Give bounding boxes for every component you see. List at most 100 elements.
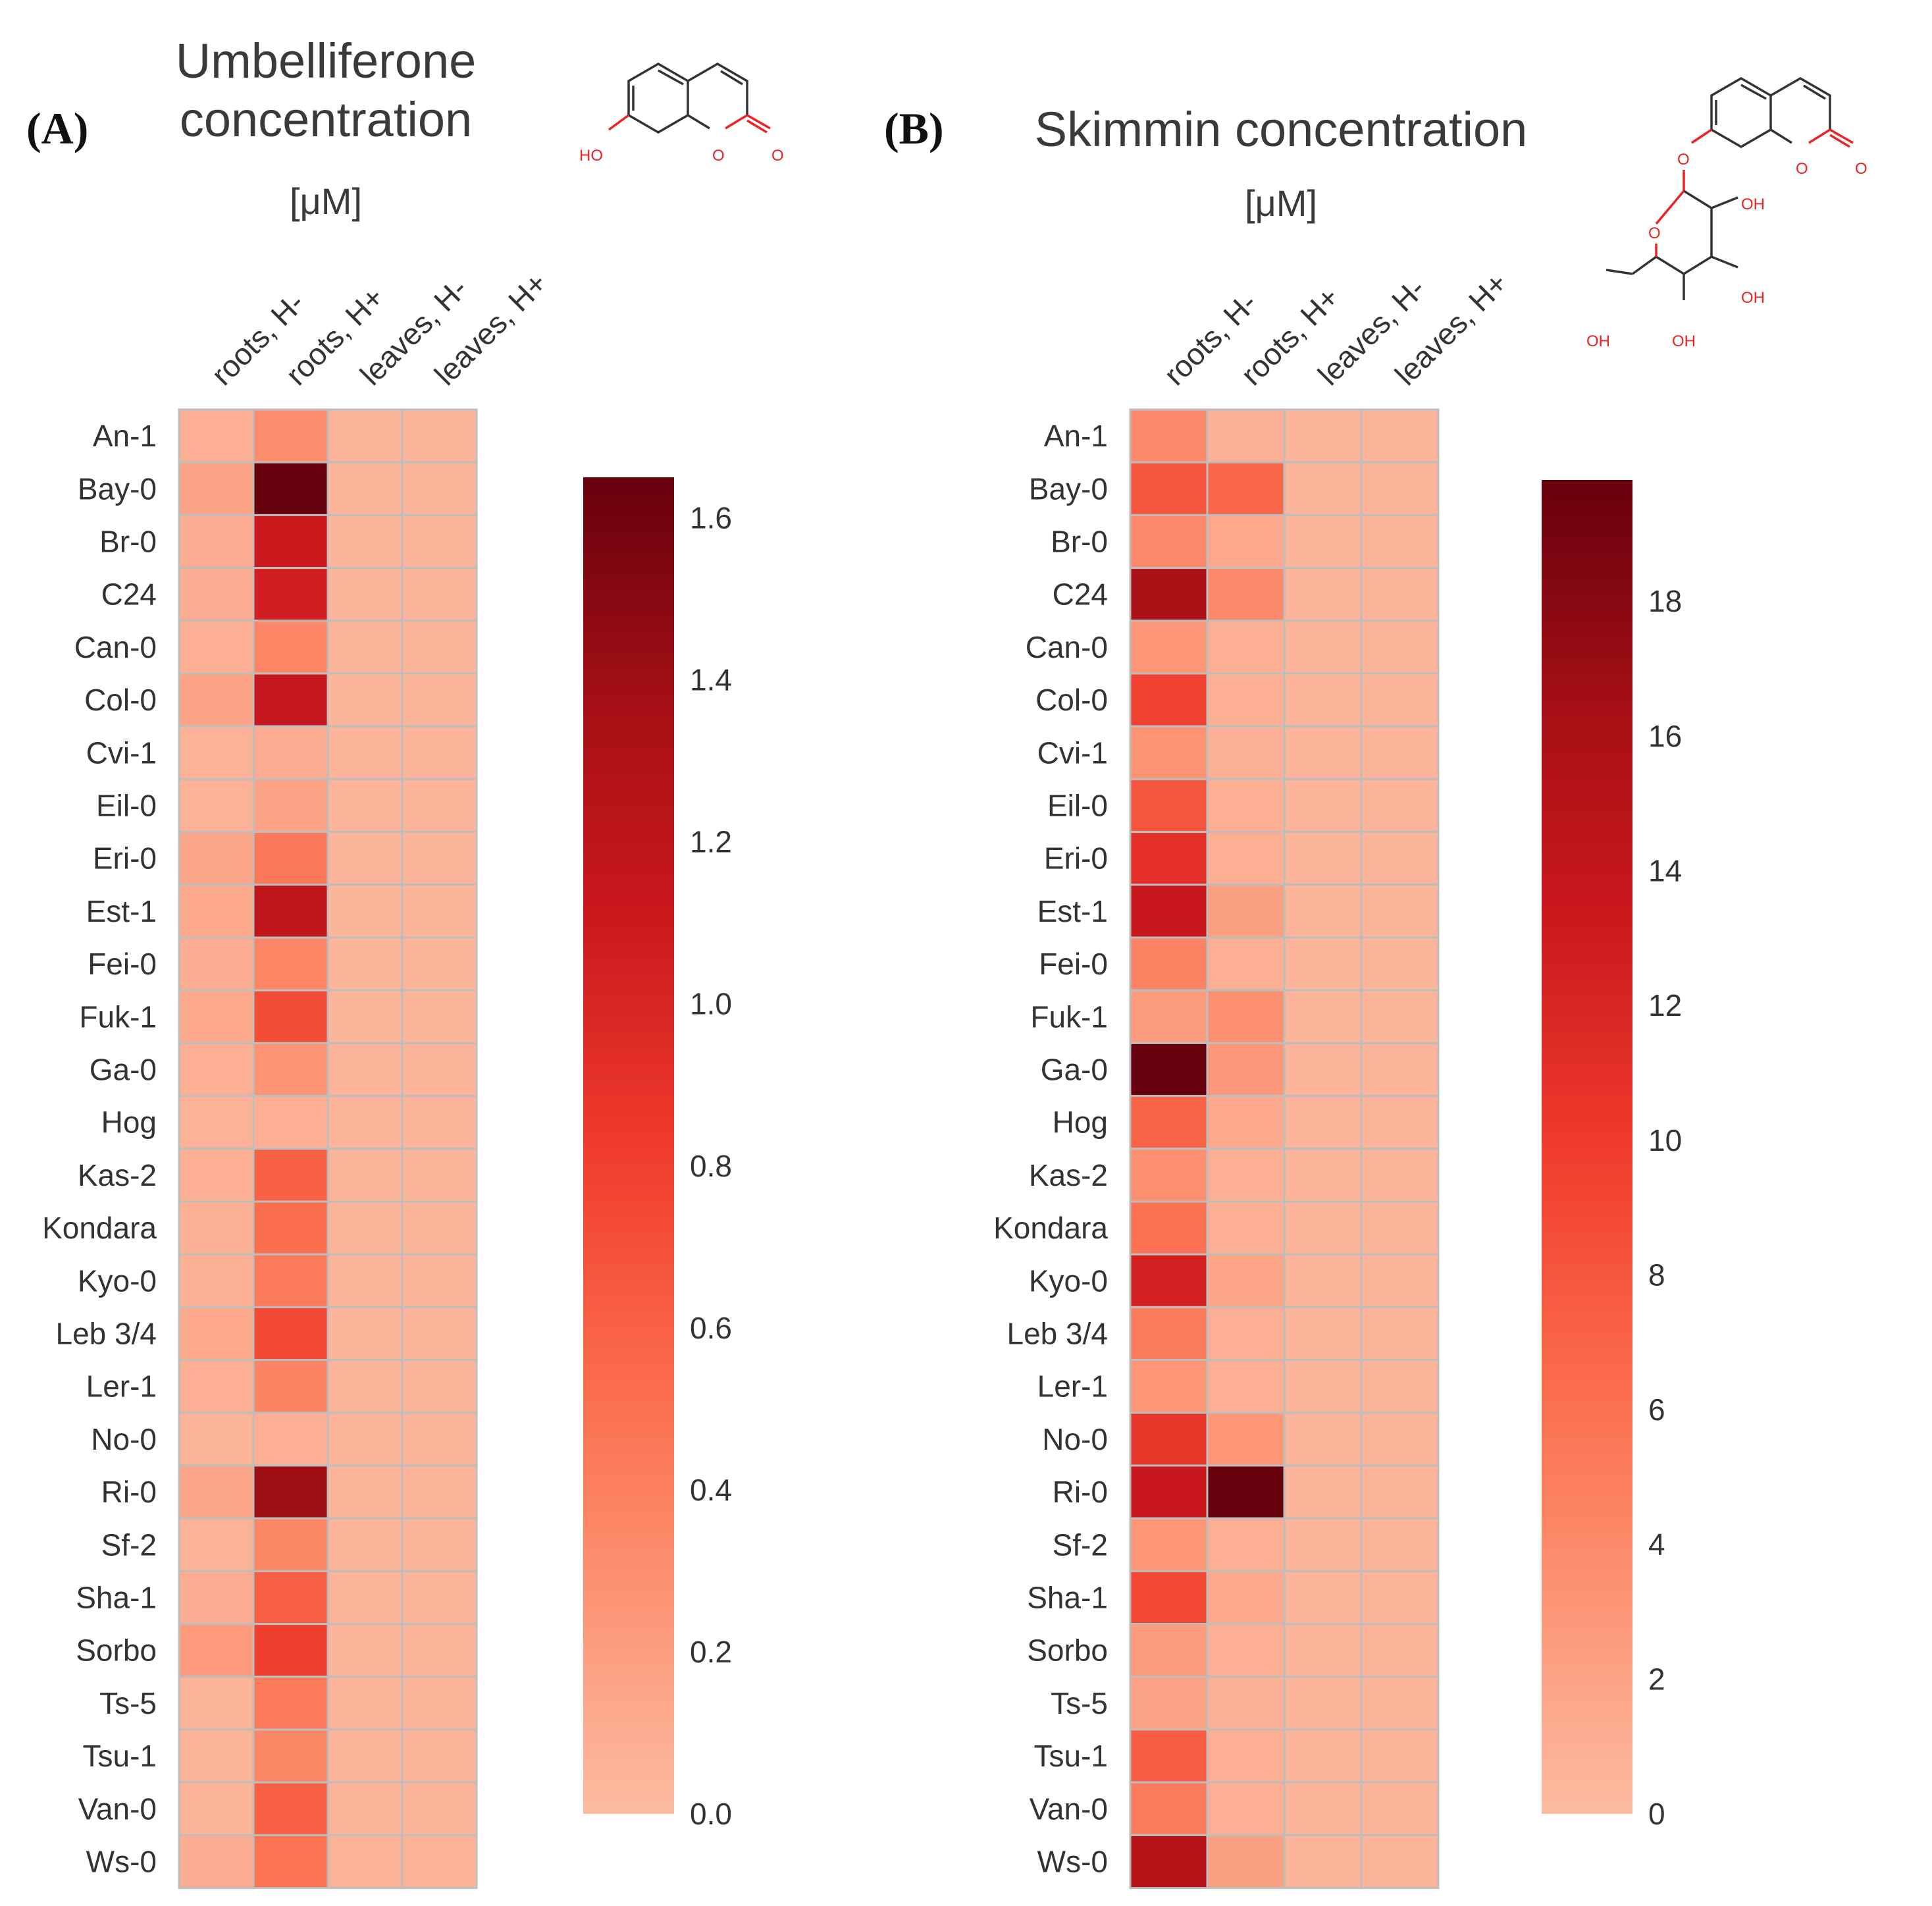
panel-a-cell-eri-0-roots-h [252, 831, 329, 886]
panel-a-cell-br-0-leaves-h [326, 514, 404, 569]
panel-a-row-label-sorbo: Sorbo [76, 1633, 157, 1668]
panel-a-cell-bay-0-leaves-h [401, 461, 478, 516]
panel-b-cell-fei-0-leaves-h [1283, 936, 1363, 992]
panel-b-cell-eri-0-roots-h [1129, 831, 1209, 886]
panel-a-colorbar-tick-label: 0.6 [690, 1311, 732, 1345]
panel-b-cell-sha-1-leaves-h [1283, 1570, 1363, 1626]
panel-a-cell-est-1-leaves-h [326, 884, 404, 939]
panel-b-cell-ws-0-roots-h [1206, 1834, 1286, 1890]
panel-a-cell-ri-0-roots-h [178, 1464, 255, 1520]
panel-b-colorbar-tick-label: 2 [1648, 1662, 1665, 1696]
panel-a-cell-col-0-roots-h [252, 672, 329, 728]
panel-a-cell-ler-1-leaves-h [326, 1359, 404, 1414]
panel-b-label: (B) [884, 103, 944, 153]
panel-a-heatmap-cells [178, 408, 478, 1890]
panel-a-row-label-tsu-1: Tsu-1 [83, 1739, 157, 1773]
panel-a-cell-ga-0-leaves-h [401, 1042, 478, 1098]
panel-b-cell-eil-0-roots-h [1129, 778, 1209, 834]
panel-a-cell-kyo-0-roots-h [252, 1253, 329, 1308]
panel-a-row-label-leb-3-4: Leb 3/4 [56, 1317, 157, 1351]
panel-b-cell-fuk-1-leaves-h [1360, 989, 1440, 1044]
panel-b-row-label-br-0: Br-0 [1051, 525, 1108, 559]
panel-b-cell-bay-0-leaves-h [1360, 461, 1440, 516]
skimmin-hydroxyl-label-3: OH [1672, 332, 1696, 350]
panel-a-cell-fuk-1-leaves-h [326, 989, 404, 1044]
panel-b-cell-br-0-roots-h [1206, 514, 1286, 569]
panel-b-cell-kondara-roots-h [1129, 1200, 1209, 1256]
panel-a-cell-fuk-1-roots-h [178, 989, 255, 1044]
panel-a-cell-no-0-roots-h [178, 1412, 255, 1467]
panel-a-cell-kondara-roots-h [252, 1200, 329, 1256]
panel-b-row-label-sorbo: Sorbo [1027, 1633, 1108, 1668]
panel-b-row-label-col-0: Col-0 [1035, 683, 1108, 717]
panel-b-cell-ler-1-leaves-h [1360, 1359, 1440, 1414]
panel-a-colorbar: 0.0 0.2 0.4 0.6 0.8 1.0 1.2 1.4 1.6 [583, 477, 732, 1831]
panel-a-cell-est-1-roots-h [178, 884, 255, 939]
panel-a-row-label-kyo-0: Kyo-0 [78, 1263, 157, 1298]
panel-a-cell-kas-2-roots-h [252, 1148, 329, 1203]
panel-b-cell-ri-0-roots-h [1129, 1464, 1209, 1520]
panel-b-cell-cvi-1-roots-h [1206, 725, 1286, 780]
panel-b-cell-col-0-roots-h [1206, 672, 1286, 728]
panel-a-column-labels: roots, H-roots, H+leaves, H-leaves, H+ [205, 266, 554, 392]
panel-b-cell-van-0-leaves-h [1360, 1781, 1440, 1836]
panel-b-cell-c24-leaves-h [1360, 567, 1440, 622]
panel-b-row-label-kondara: Kondara [993, 1211, 1108, 1245]
panel-a-cell-fuk-1-roots-h [252, 989, 329, 1044]
panel-a-row-label-fuk-1: Fuk-1 [79, 999, 157, 1034]
panel-b-cell-kyo-0-roots-h [1129, 1253, 1209, 1308]
panel-b-cell-tsu-1-roots-h [1129, 1728, 1209, 1784]
panel-b-row-label-c24: C24 [1053, 577, 1108, 612]
panel-a-cell-cvi-1-leaves-h [326, 725, 404, 780]
panel-b-cell-col-0-roots-h [1129, 672, 1209, 728]
panel-a-row-label-ri-0: Ri-0 [101, 1475, 157, 1509]
panel-b-colorbar-tick-label: 0 [1648, 1797, 1665, 1831]
panel-a-row-label-br-0: Br-0 [99, 525, 157, 559]
panel-b-cell-est-1-leaves-h [1360, 884, 1440, 939]
panel-a-cell-hog-leaves-h [401, 1095, 478, 1150]
panel-b-cell-fei-0-roots-h [1206, 936, 1286, 992]
panel-b-cell-eri-0-leaves-h [1360, 831, 1440, 886]
panel-b-row-label-tsu-1: Tsu-1 [1034, 1739, 1108, 1773]
panel-a-cell-fei-0-leaves-h [401, 936, 478, 992]
panel-a-cell-ga-0-roots-h [178, 1042, 255, 1098]
panel-a-cell-ts-5-roots-h [252, 1676, 329, 1731]
panel-a-cell-van-0-roots-h [178, 1781, 255, 1836]
panel-a-cell-ri-0-roots-h [252, 1464, 329, 1520]
panel-b-cell-est-1-roots-h [1206, 884, 1286, 939]
panel-b-cell-eil-0-leaves-h [1283, 778, 1363, 834]
panel-b-row-label-fuk-1: Fuk-1 [1030, 999, 1108, 1034]
panel-a-row-label-hog: Hog [101, 1105, 157, 1140]
panel-a-cell-ts-5-leaves-h [401, 1676, 478, 1731]
panel-b-colorbar-tick-label: 4 [1648, 1527, 1665, 1562]
panel-b-cell-van-0-roots-h [1129, 1781, 1209, 1836]
panel-b-cell-bay-0-roots-h [1129, 461, 1209, 516]
panel-a-colorbar-tick-label: 0.0 [690, 1797, 732, 1831]
panel-b-cell-sf-2-roots-h [1129, 1517, 1209, 1572]
panel-b-cell-c24-leaves-h [1283, 567, 1363, 622]
panel-a-row-label-ws-0: Ws-0 [86, 1845, 157, 1879]
panel-a-row-label-eri-0: Eri-0 [93, 841, 157, 876]
panel-b-colorbar-tick-label: 8 [1648, 1257, 1665, 1292]
panel-b-cell-no-0-leaves-h [1360, 1412, 1440, 1467]
panel-a-cell-bay-0-roots-h [178, 461, 255, 516]
panel-b-cell-tsu-1-roots-h [1206, 1728, 1286, 1784]
panel-b-cell-cvi-1-roots-h [1129, 725, 1209, 780]
panel-b-column-labels: roots, H-roots, H+leaves, H-leaves, H+ [1157, 266, 1514, 392]
panel-a-cell-ws-0-leaves-h [326, 1834, 404, 1890]
skimmin-structure-image: O O O O OH OH OH OH [1586, 76, 1867, 350]
panel-a-label: (A) [26, 103, 88, 153]
panel-a-cell-c24-roots-h [252, 567, 329, 622]
panel-b-cell-fuk-1-leaves-h [1283, 989, 1363, 1044]
panel-b-colorbar-tick-label: 12 [1648, 988, 1682, 1022]
panel-b-cell-col-0-leaves-h [1360, 672, 1440, 728]
panel-b-cell-kas-2-leaves-h [1283, 1148, 1363, 1203]
panel-b-cell-leb-3-4-roots-h [1129, 1306, 1209, 1362]
panel-b-row-label-eil-0: Eil-0 [1047, 789, 1108, 823]
umbelliferone-carbonyl-label: O [771, 147, 784, 165]
panel-b-row-label-eri-0: Eri-0 [1044, 841, 1108, 876]
panel-b-cell-sha-1-leaves-h [1360, 1570, 1440, 1626]
panel-b-row-label-hog: Hog [1053, 1105, 1108, 1140]
panel-a-cell-cvi-1-leaves-h [401, 725, 478, 780]
skimmin-hydroxyl-label-2: OH [1741, 289, 1765, 307]
